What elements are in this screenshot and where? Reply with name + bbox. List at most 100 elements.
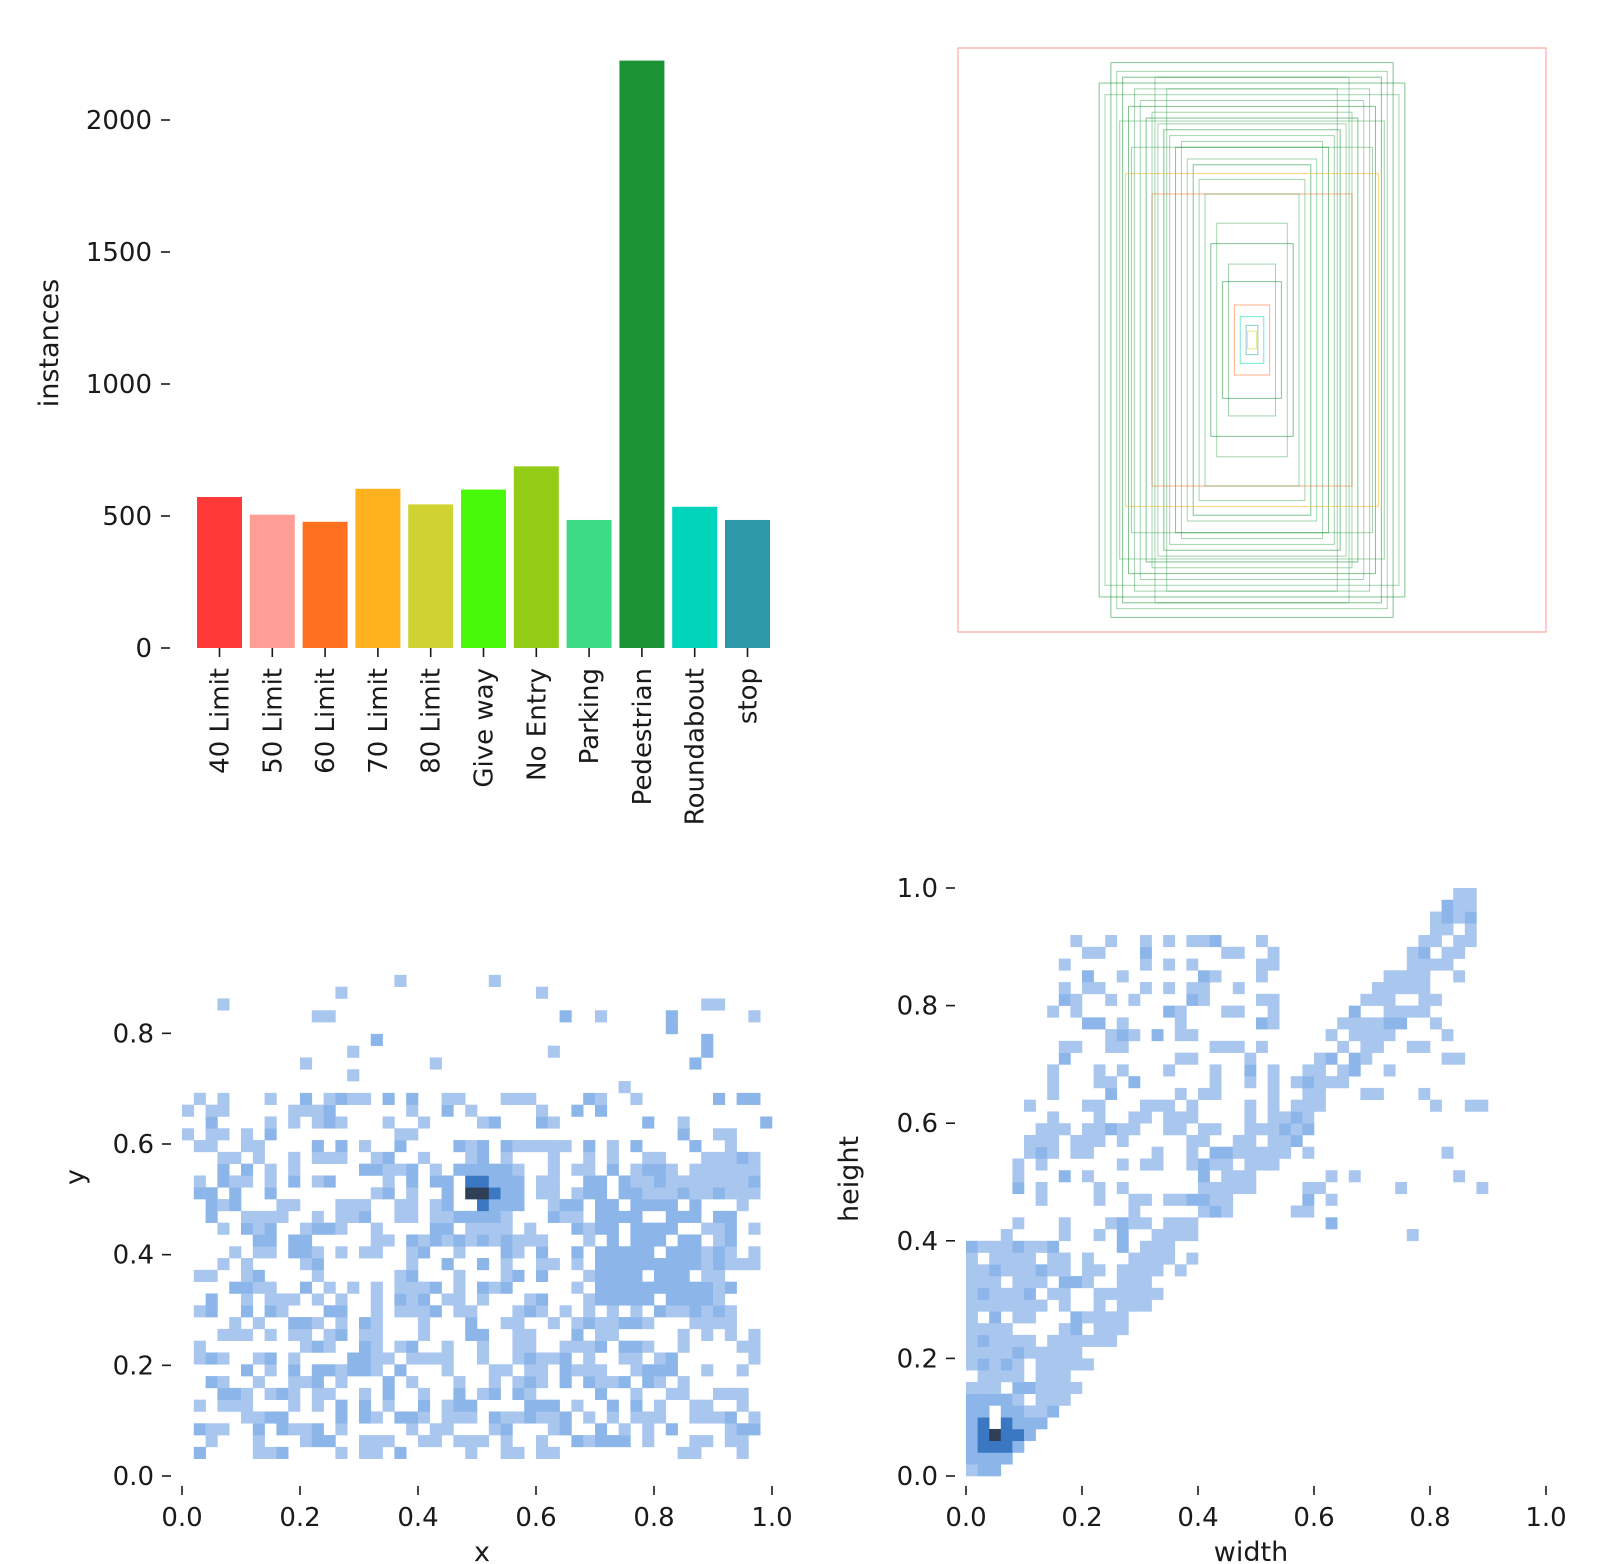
heatmap-cell xyxy=(264,1364,277,1377)
heatmap-cell xyxy=(276,1387,289,1400)
heatmap-cell xyxy=(1314,1076,1326,1089)
heatmap-cell xyxy=(264,1222,277,1235)
heatmap-cell xyxy=(966,1264,978,1277)
heatmap-cell xyxy=(1314,1087,1326,1100)
box-outline xyxy=(1104,94,1400,586)
heatmap-cell xyxy=(1116,1311,1129,1324)
heatmap-cell xyxy=(1244,1134,1257,1148)
heatmap-cell xyxy=(736,1435,749,1448)
heatmap-cell xyxy=(595,1328,608,1341)
heatmap-cell xyxy=(665,1305,678,1318)
heatmap-cell xyxy=(1464,899,1477,912)
heatmap-cell xyxy=(1163,958,1176,971)
heatmap-cell xyxy=(606,1317,619,1330)
heatmap-cell xyxy=(1325,1217,1338,1230)
heatmap-cell xyxy=(1244,1076,1257,1089)
heatmap-cell xyxy=(1383,982,1396,995)
heatmap-cell xyxy=(1140,982,1152,995)
heatmap-cell xyxy=(654,1222,667,1235)
heatmap-cell xyxy=(418,1116,431,1129)
heatmap-cell xyxy=(500,1187,513,1200)
heatmap-cell xyxy=(477,1163,490,1176)
heatmap-cell xyxy=(630,1340,643,1353)
box-outline xyxy=(1245,324,1259,356)
heatmap-cell xyxy=(1302,1111,1315,1124)
heatmap-cell xyxy=(1000,1440,1013,1453)
heatmap-cell xyxy=(288,1423,301,1436)
heatmap-cell xyxy=(477,1387,490,1400)
heatmap-cell xyxy=(252,1423,265,1436)
heatmap-cell xyxy=(1058,1040,1071,1053)
xy-heatmap-panel: 0.0 0.2 0.4 0.6 0.8 1.0 0.0 0.2 0.4 0.6 0.8 x y xyxy=(60,974,793,1564)
heatmap-cell xyxy=(252,1151,265,1164)
heatmap-cell xyxy=(665,1258,678,1271)
heatmap-cell xyxy=(1140,946,1152,959)
heatmap-cell xyxy=(701,1399,714,1412)
heatmap-cell xyxy=(1024,1287,1036,1300)
heatmap-cell xyxy=(595,1376,608,1389)
heatmap-cell xyxy=(264,1328,277,1341)
heatmap-cell xyxy=(477,1140,490,1153)
heatmap-cell xyxy=(1163,1064,1176,1077)
heatmap-cell xyxy=(701,1269,714,1282)
heatmap-cell xyxy=(311,1376,324,1389)
heatmap-cell xyxy=(311,1435,324,1448)
heatmap-cell xyxy=(1383,1029,1396,1042)
heatmap-cell xyxy=(488,1234,501,1247)
heatmap-cell xyxy=(748,1340,761,1353)
heatmap-cell xyxy=(429,1057,442,1070)
heatmap-cell xyxy=(536,1435,549,1448)
heatmap-cell xyxy=(335,1376,348,1389)
heatmap-cell xyxy=(1232,946,1245,959)
heatmap-cell xyxy=(977,1358,990,1371)
heatmap-cell xyxy=(977,1464,990,1477)
heatmap-cell xyxy=(512,1387,525,1400)
heatmap-cell xyxy=(713,1246,726,1259)
heatmap-cell xyxy=(1267,946,1280,959)
heatmap-cell xyxy=(217,1092,230,1105)
heatmap-cell xyxy=(1198,1134,1210,1148)
heatmap-cell xyxy=(630,1352,643,1365)
heatmap-cell xyxy=(724,1187,737,1200)
heatmap-cell xyxy=(429,1222,442,1235)
heatmap-cell xyxy=(300,1317,313,1330)
heatmap-cell xyxy=(665,1210,678,1223)
wh-x-tick-label: 0.2 xyxy=(1061,1503,1102,1533)
heatmap-cell xyxy=(701,1163,714,1176)
xy-x-tick-label: 1.0 xyxy=(751,1503,792,1533)
heatmap-cell xyxy=(1232,1146,1245,1159)
heatmap-cell xyxy=(512,1234,525,1247)
heatmap-cell xyxy=(1198,1193,1210,1206)
heatmap-cell xyxy=(1186,1111,1199,1124)
heatmap-cell xyxy=(359,1446,372,1459)
heatmap-cell xyxy=(1163,1111,1176,1124)
heatmap-cell xyxy=(677,1210,690,1223)
heatmap-cell xyxy=(193,1092,206,1105)
heatmap-cell xyxy=(1140,1193,1152,1206)
heatmap-cell xyxy=(713,1293,726,1306)
heatmap-cell xyxy=(630,1187,643,1200)
xy-x-tick-label: 0.8 xyxy=(633,1503,674,1533)
heatmap-cell xyxy=(217,1423,230,1436)
heatmap-cell xyxy=(1244,1099,1257,1112)
heatmap-cell xyxy=(1476,1182,1489,1195)
heatmap-cell xyxy=(595,1010,608,1023)
heatmap-cell xyxy=(547,1163,560,1176)
heatmap-cell xyxy=(1209,1040,1222,1053)
heatmap-cell xyxy=(193,1399,206,1412)
heatmap-cell xyxy=(583,1187,596,1200)
heatmap-cell xyxy=(1453,899,1466,912)
heatmap-cell xyxy=(488,1423,501,1436)
heatmap-cell xyxy=(1244,1158,1257,1171)
heatmap-cell xyxy=(311,1175,324,1188)
heatmap-cell xyxy=(323,1305,336,1318)
heatmap-cell xyxy=(1267,1087,1280,1100)
heatmap-cell xyxy=(701,1033,714,1046)
heatmap-cell xyxy=(1186,1158,1199,1171)
heatmap-cell xyxy=(595,1281,608,1294)
heatmap-cell xyxy=(300,1435,313,1448)
heatmap-cell xyxy=(1070,1005,1083,1018)
heatmap-cell xyxy=(583,1163,596,1176)
heatmap-cell xyxy=(359,1317,372,1330)
heatmap-cell xyxy=(536,1258,549,1271)
